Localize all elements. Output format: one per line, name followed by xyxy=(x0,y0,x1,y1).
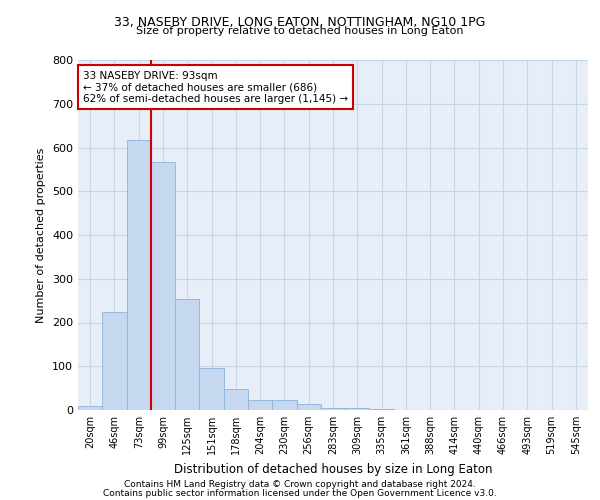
X-axis label: Distribution of detached houses by size in Long Eaton: Distribution of detached houses by size … xyxy=(174,462,492,475)
Bar xyxy=(151,162,175,410)
Text: Contains HM Land Registry data © Crown copyright and database right 2024.: Contains HM Land Registry data © Crown c… xyxy=(124,480,476,489)
Bar xyxy=(224,388,248,410)
Bar xyxy=(127,140,151,410)
Text: 33, NASEBY DRIVE, LONG EATON, NOTTINGHAM, NG10 1PG: 33, NASEBY DRIVE, LONG EATON, NOTTINGHAM… xyxy=(115,16,485,29)
Bar xyxy=(272,400,296,410)
Bar xyxy=(78,406,102,410)
Text: Size of property relative to detached houses in Long Eaton: Size of property relative to detached ho… xyxy=(136,26,464,36)
Text: 33 NASEBY DRIVE: 93sqm
← 37% of detached houses are smaller (686)
62% of semi-de: 33 NASEBY DRIVE: 93sqm ← 37% of detached… xyxy=(83,70,348,104)
Y-axis label: Number of detached properties: Number of detached properties xyxy=(37,148,46,322)
Bar xyxy=(296,404,321,410)
Text: Contains public sector information licensed under the Open Government Licence v3: Contains public sector information licen… xyxy=(103,488,497,498)
Bar xyxy=(102,312,127,410)
Bar xyxy=(248,400,272,410)
Bar xyxy=(345,408,370,410)
Bar xyxy=(199,368,224,410)
Bar xyxy=(175,300,199,410)
Bar xyxy=(370,409,394,410)
Bar xyxy=(321,408,345,410)
